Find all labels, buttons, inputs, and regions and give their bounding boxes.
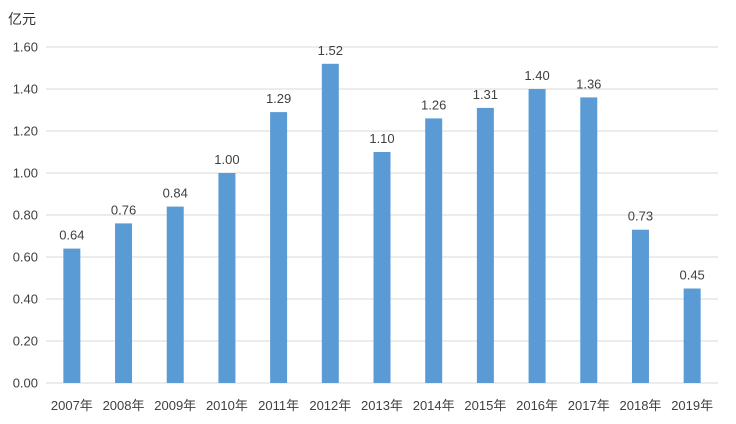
x-category-label: 2015年 [464, 398, 506, 413]
x-category-label: 2014年 [413, 398, 455, 413]
y-tick-label: 0.60 [13, 250, 38, 265]
x-category-label: 2007年 [51, 398, 93, 413]
bar [321, 63, 339, 384]
y-axis-unit-label: 亿元 [8, 11, 36, 27]
y-tick-label: 0.20 [13, 334, 38, 349]
y-tick-label: 1.60 [13, 40, 38, 55]
data-label: 0.76 [111, 202, 136, 217]
data-label: 1.26 [421, 97, 446, 112]
bar [528, 89, 546, 383]
data-label: 1.00 [214, 152, 239, 167]
data-labels: 0.64 0.76 0.84 1.00 1.29 1.52 1.10 1.26 1.31 1.40… [59, 43, 705, 283]
x-category-label: 2012年 [309, 398, 351, 413]
bar [270, 112, 288, 383]
x-category-label: 2008年 [103, 398, 145, 413]
bar [63, 248, 81, 383]
x-axis-category-labels: 2007年 2008年 2009年 2010年 2011年 2012年 2013年 2014年… [51, 398, 713, 413]
x-category-label: 2018年 [620, 398, 662, 413]
y-tick-label: 0.40 [13, 292, 38, 307]
x-category-label: 2016年 [516, 398, 558, 413]
x-category-label: 2013年 [361, 398, 403, 413]
bar [373, 152, 391, 383]
y-tick-label: 0.00 [13, 376, 38, 391]
bar [425, 118, 443, 384]
data-label: 1.10 [369, 131, 394, 146]
bar [683, 288, 701, 383]
x-category-label: 2011年 [258, 398, 299, 413]
data-label: 1.40 [524, 68, 549, 83]
bar [218, 173, 236, 383]
y-axis-tick-labels: 0.00 0.20 0.40 0.60 0.80 1.00 1.20 1.40 1.60 [13, 40, 38, 391]
data-label: 1.29 [266, 91, 291, 106]
bar [166, 206, 184, 383]
data-label: 1.31 [473, 87, 498, 102]
y-tick-label: 1.20 [13, 124, 38, 139]
x-category-label: 2009年 [154, 398, 196, 413]
bar-series [63, 63, 701, 384]
bar [631, 229, 649, 383]
bar [476, 107, 494, 384]
data-label: 0.73 [628, 209, 653, 224]
data-label: 1.52 [318, 43, 343, 58]
x-category-label: 2010年 [206, 398, 248, 413]
y-tick-label: 1.00 [13, 166, 38, 181]
data-label: 0.45 [679, 268, 704, 283]
x-category-label: 2019年 [671, 398, 713, 413]
x-category-label: 2017年 [568, 398, 610, 413]
bar [115, 223, 133, 383]
y-tick-label: 0.80 [13, 208, 38, 223]
bar [580, 97, 598, 384]
data-label: 1.36 [576, 76, 601, 91]
y-tick-label: 1.40 [13, 82, 38, 97]
data-label: 0.64 [59, 228, 84, 243]
data-label: 0.84 [163, 186, 188, 201]
